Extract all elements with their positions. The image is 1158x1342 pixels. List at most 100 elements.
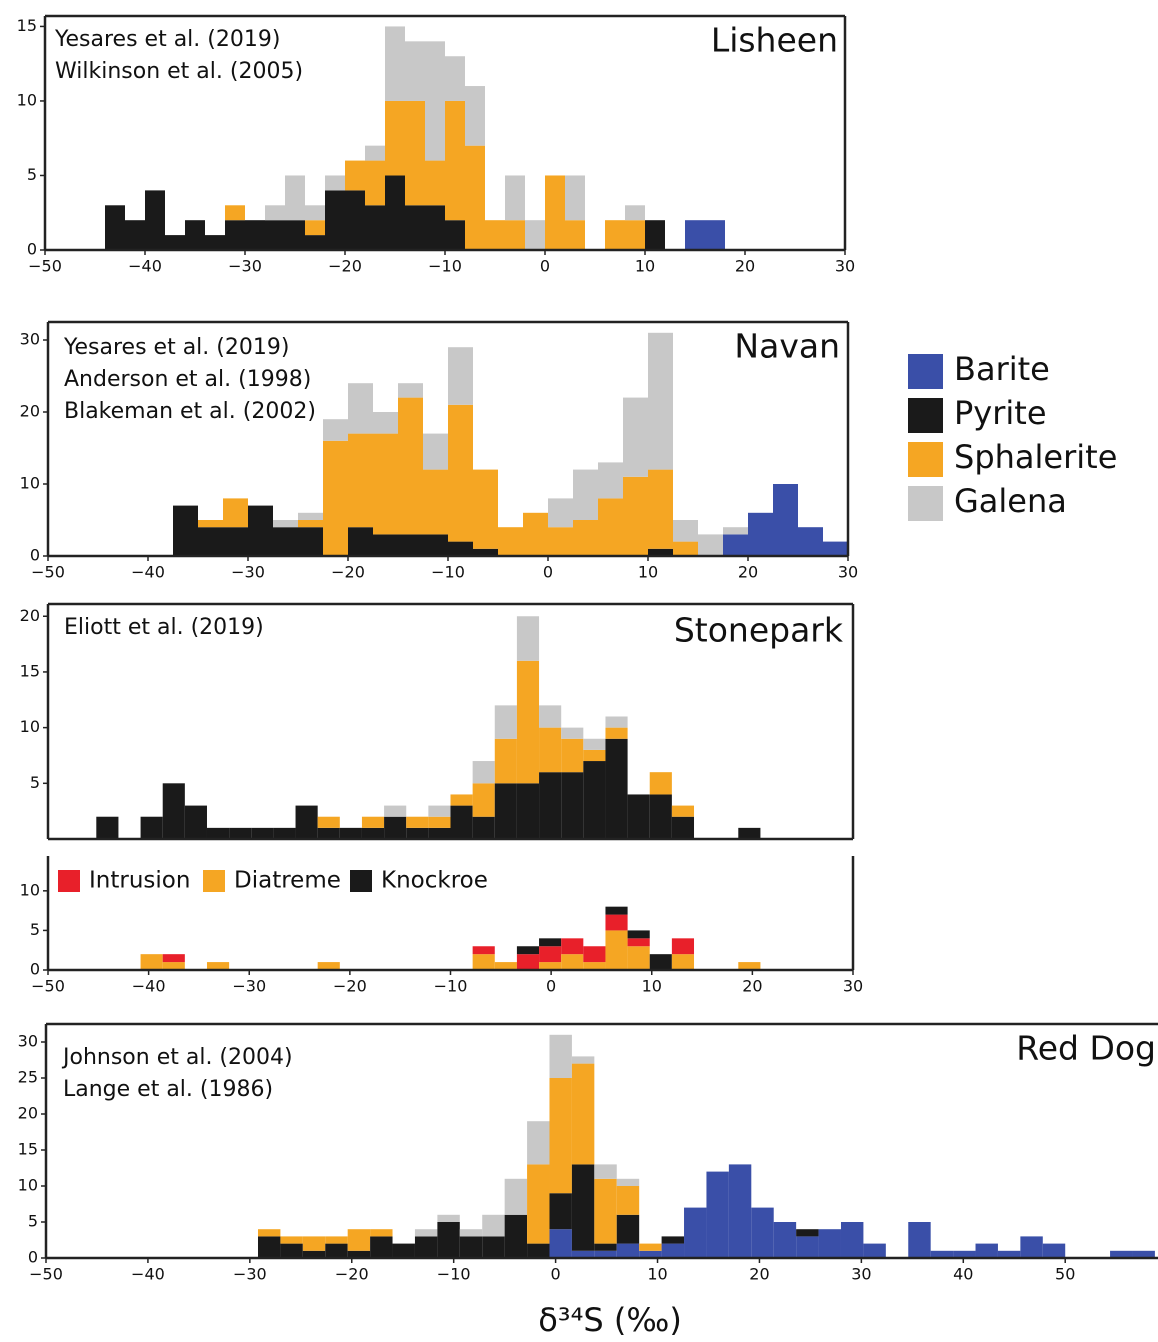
bar (594, 1164, 617, 1179)
bar (448, 541, 473, 556)
bar (162, 962, 185, 970)
bar (706, 1171, 729, 1258)
bar (605, 930, 628, 970)
legend-swatch (203, 870, 225, 892)
bar (975, 1243, 998, 1258)
reference: Wilkinson et al. (2005) (55, 59, 303, 84)
legend-label: Pyrite (954, 394, 1047, 432)
bar (265, 220, 285, 250)
bar (671, 816, 695, 839)
bar (504, 1214, 528, 1258)
bar (649, 794, 672, 839)
bar (698, 534, 723, 556)
bar (205, 235, 225, 250)
bar (504, 1178, 528, 1215)
y-tick-label: 5 (27, 165, 37, 184)
x-tick-label: 20 (749, 1265, 769, 1284)
legend-label: Intrusion (89, 868, 190, 894)
y-tick-label: 5 (30, 773, 40, 792)
bar (485, 220, 505, 250)
bar (623, 397, 648, 477)
x-tick-label: 10 (642, 977, 662, 996)
bar (773, 1222, 797, 1258)
bar (184, 805, 207, 839)
bar (648, 332, 673, 470)
bar (623, 476, 648, 556)
bar (516, 616, 540, 661)
bar (445, 220, 465, 250)
bar (748, 512, 773, 556)
reference: Anderson et al. (1998) (64, 367, 311, 392)
bar (384, 805, 407, 817)
bar (348, 433, 373, 528)
bar (583, 749, 606, 762)
legend-swatch (908, 354, 943, 389)
x-tick-label: −40 (131, 563, 165, 582)
bar (525, 220, 545, 250)
bar (705, 220, 725, 250)
bar (385, 26, 405, 101)
legend-label: Barite (954, 350, 1050, 388)
bar (229, 827, 252, 839)
bar (428, 827, 451, 839)
bar (539, 962, 562, 970)
bar (527, 1121, 550, 1165)
bar (472, 946, 495, 955)
bar (425, 160, 445, 206)
y-tick-label: 30 (20, 330, 40, 349)
x-tick-label: 20 (738, 563, 758, 582)
bar (425, 41, 445, 161)
bar (930, 1250, 954, 1258)
bar (437, 1222, 460, 1258)
bar (798, 527, 823, 556)
bar (414, 1236, 438, 1258)
bar (405, 41, 425, 101)
bar (605, 738, 628, 839)
y-tick-label: 10 (20, 880, 40, 899)
bar (527, 1164, 550, 1244)
bar (482, 1236, 505, 1258)
bar (605, 906, 628, 915)
reference: Yesares et al. (2019) (54, 27, 280, 52)
bar (723, 534, 748, 556)
x-tick-label: −10 (428, 257, 462, 276)
bar (273, 527, 298, 556)
bar (738, 962, 761, 970)
bar (539, 772, 562, 839)
bar (398, 534, 423, 556)
bar (818, 1229, 841, 1258)
x-tick-label: −30 (233, 1265, 267, 1284)
bar (323, 419, 348, 441)
bar (548, 527, 573, 556)
bar (257, 1236, 281, 1258)
bar (392, 1243, 415, 1258)
bar (450, 794, 473, 806)
y-tick-label: 20 (20, 402, 40, 421)
bar (627, 930, 650, 939)
y-tick-label: 20 (20, 606, 40, 625)
x-tick-label: 10 (635, 257, 655, 276)
x-axis-label: δ³⁴S (‰) (538, 1301, 682, 1339)
reference: Blakeman et al. (2002) (64, 399, 316, 424)
bar (738, 827, 761, 839)
bar (162, 783, 185, 839)
bar (365, 145, 385, 161)
x-tick-label: −50 (31, 563, 65, 582)
bar (406, 816, 429, 828)
x-tick-label: −20 (331, 563, 365, 582)
bar (206, 827, 230, 839)
bar (385, 100, 405, 176)
bar (527, 1243, 550, 1258)
bar (414, 1229, 438, 1237)
bar (571, 1063, 595, 1165)
x-tick-label: −30 (231, 563, 265, 582)
bar (627, 938, 650, 947)
bar (345, 160, 365, 191)
x-tick-label: −50 (29, 1265, 63, 1284)
bar (365, 160, 385, 206)
x-tick-label: 30 (838, 563, 858, 582)
bar (472, 783, 495, 817)
reference: Johnson et al. (2004) (61, 1045, 293, 1070)
bar (325, 190, 345, 250)
